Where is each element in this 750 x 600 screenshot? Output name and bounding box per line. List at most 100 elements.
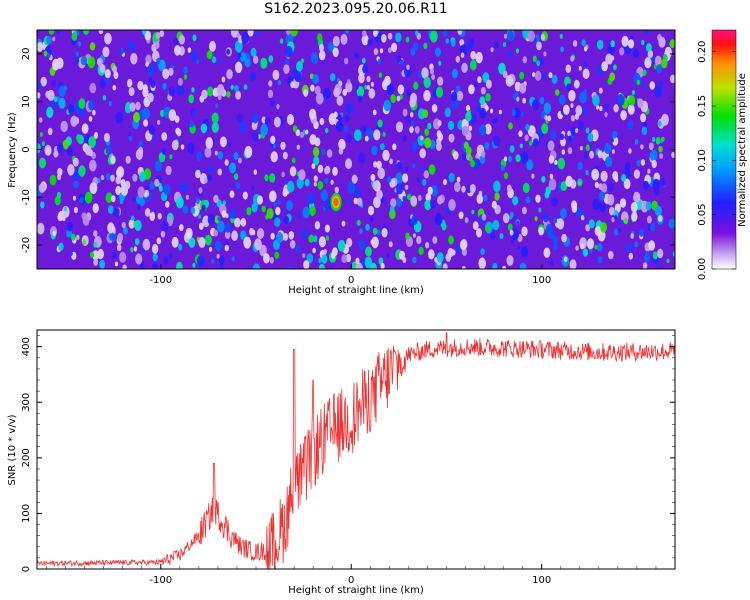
heatmap-cell [308, 234, 314, 243]
heatmap-cell [41, 141, 46, 147]
heatmap-cell [116, 166, 125, 178]
heatmap-cell [148, 77, 153, 83]
heatmap-cell [332, 166, 338, 176]
heatmap-cell [396, 161, 403, 171]
heatmap-cell [470, 160, 475, 168]
heatmap-cell [318, 263, 325, 269]
heatmap-cell [128, 41, 135, 51]
heatmap-cell [365, 223, 370, 231]
heatmap-cell [310, 52, 319, 64]
colorbar-gradient [712, 30, 736, 269]
heatmap-cell [628, 95, 636, 106]
heatmap-cell [214, 150, 218, 156]
heatmap-cell [649, 81, 655, 90]
heatmap-cell [402, 257, 407, 263]
heatmap-cell [581, 106, 588, 115]
heatmap-cell [251, 229, 256, 236]
heatmap-cell [455, 55, 460, 63]
heatmap-cell [313, 156, 320, 166]
heatmap-cell [536, 41, 542, 51]
heatmap-cell [305, 129, 309, 135]
heatmap-cell [435, 47, 441, 57]
heatmap-cell [532, 55, 537, 62]
heatmap-cell [582, 68, 590, 80]
heatmap-cell [596, 243, 603, 252]
heatmap-cell [72, 157, 79, 167]
heatmap-cell [614, 215, 618, 220]
heatmap-cell [135, 148, 143, 160]
colorbar-tick-label: 0.15 [697, 95, 708, 117]
heatmap-cell [250, 47, 257, 57]
heatmap-cell [507, 50, 512, 58]
heatmap-cell [80, 55, 87, 66]
heatmap-cell [177, 77, 183, 86]
heatmap-cell [178, 35, 185, 45]
heatmap-cell [631, 90, 636, 95]
heatmap-cell [552, 217, 558, 224]
heatmap-cell [421, 67, 429, 79]
heatmap-cell [552, 235, 559, 244]
heatmap-cell [651, 159, 657, 169]
heatmap-cell [536, 60, 541, 66]
heatmap-x-tick-label: 0 [348, 275, 354, 286]
heatmap-cell [99, 64, 106, 73]
heatmap-cell [407, 193, 412, 201]
heatmap-cell [658, 36, 666, 48]
heatmap-cell [148, 125, 156, 135]
heatmap-cell [477, 76, 482, 84]
heatmap-cell [269, 173, 276, 183]
heatmap-cell [56, 57, 64, 69]
heatmap-cell [461, 185, 466, 193]
heatmap-cell [244, 58, 251, 68]
heatmap-cell [361, 34, 369, 46]
heatmap-cell [93, 258, 99, 266]
snr-series-line [37, 332, 675, 569]
heatmap-cell [474, 82, 478, 88]
heatmap-cell [566, 83, 572, 91]
heatmap-cell [204, 147, 212, 158]
heatmap-cell [73, 180, 79, 189]
heatmap-cell [290, 30, 298, 37]
heatmap-cell [390, 94, 397, 103]
heatmap-cell [542, 213, 549, 223]
heatmap-cell [627, 104, 635, 115]
heatmap-cell [353, 187, 361, 199]
heatmap-cell [492, 262, 498, 269]
heatmap-cell [430, 30, 438, 43]
heatmap-cell [634, 241, 639, 248]
heatmap-cell [39, 132, 43, 137]
heatmap-cell [502, 265, 507, 269]
heatmap-cell [516, 220, 520, 226]
heatmap-cell [641, 126, 648, 136]
heatmap-cell [412, 256, 417, 264]
heatmap-cell [62, 139, 69, 150]
heatmap-cell [448, 199, 456, 211]
heatmap-cell [455, 85, 461, 93]
heatmap-cell [157, 212, 162, 220]
heatmap-cell [240, 230, 247, 241]
snr-x-tick-label: 100 [532, 575, 551, 586]
heatmap-cell [93, 230, 98, 237]
heatmap-cell [345, 81, 353, 93]
heatmap-cell [638, 228, 645, 237]
heatmap-cell [630, 202, 638, 213]
heatmap-cell [285, 30, 292, 36]
heatmap-cell [133, 246, 138, 252]
heatmap-cell [79, 197, 84, 204]
heatmap-cell [549, 173, 554, 180]
heatmap-cell [411, 142, 418, 152]
heatmap-cell [282, 151, 288, 160]
heatmap-cell [666, 258, 670, 264]
heatmap-cell [387, 32, 393, 40]
heatmap-cell [561, 149, 566, 155]
heatmap-cell [201, 89, 208, 100]
heatmap-cell [518, 130, 523, 137]
heatmap-cell [301, 228, 308, 239]
heatmap-cell [355, 262, 363, 269]
heatmap-cell [294, 70, 302, 82]
heatmap-cell [413, 81, 419, 90]
heatmap-cell [303, 260, 310, 269]
heatmap-cell [147, 92, 154, 103]
heatmap-cell [509, 211, 514, 218]
heatmap-cell [346, 102, 354, 115]
